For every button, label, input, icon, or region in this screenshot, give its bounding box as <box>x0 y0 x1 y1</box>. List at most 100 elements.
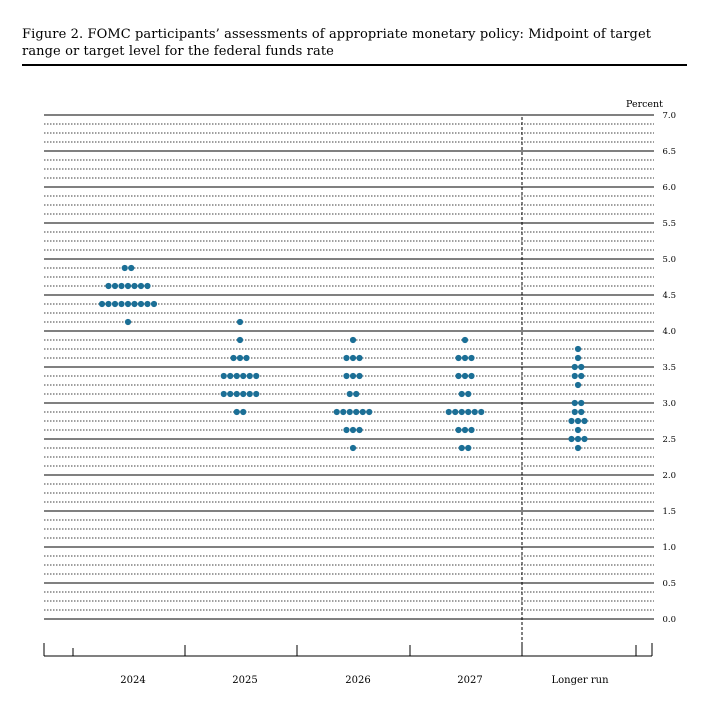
dot-2026 <box>340 408 347 416</box>
dot-longer-run <box>574 345 582 353</box>
dot-2025 <box>253 390 260 398</box>
y-tick-label: 0.5 <box>662 579 676 589</box>
y-tick-label: 1.5 <box>662 507 676 517</box>
dot-2024 <box>137 282 145 290</box>
dot-2026 <box>349 426 357 434</box>
y-tick-label: 3.0 <box>662 399 676 409</box>
dot-2026 <box>333 408 340 416</box>
dot-2026 <box>346 390 353 398</box>
dot-2025 <box>220 372 227 380</box>
dot-2024 <box>98 300 106 308</box>
dot-2025 <box>240 408 247 416</box>
dot-longer-run <box>574 444 582 452</box>
y-tick-label: 6.0 <box>662 183 676 193</box>
dot-2024 <box>137 300 145 308</box>
dot-2024 <box>118 282 125 290</box>
dot-2026 <box>353 390 360 398</box>
dot-2026 <box>366 408 373 416</box>
y-axis-unit-label: Percent <box>626 99 663 110</box>
dot-2026 <box>349 444 357 452</box>
dot-2024 <box>131 300 138 308</box>
dot-2027 <box>465 408 472 416</box>
dot-2024 <box>144 282 151 290</box>
dot-2027 <box>478 408 485 416</box>
dot-2027 <box>452 408 459 416</box>
dot-longer-run <box>571 399 578 407</box>
dot-longer-run <box>568 417 575 425</box>
title-rule <box>22 64 687 66</box>
dot-2025 <box>240 372 247 380</box>
x-category-label: Longer run <box>551 675 609 686</box>
y-tick-label: 4.0 <box>662 327 676 337</box>
dot-2027 <box>461 372 469 380</box>
dot-2024 <box>118 300 125 308</box>
dot-longer-run <box>568 435 575 443</box>
dot-2024 <box>111 300 119 308</box>
dot-2025 <box>236 336 244 344</box>
dot-2025 <box>230 354 237 362</box>
dot-longer-run <box>578 399 585 407</box>
dot-2024 <box>128 264 135 272</box>
dot-2024 <box>121 264 128 272</box>
dot-longer-run <box>571 408 578 416</box>
dots-layer <box>98 264 588 452</box>
dot-longer-run <box>574 381 582 389</box>
dot-2027 <box>465 444 472 452</box>
dot-2025 <box>246 390 253 398</box>
dot-2025 <box>236 354 244 362</box>
dot-2025 <box>233 390 240 398</box>
dot-2025 <box>227 372 234 380</box>
dot-2025 <box>236 318 244 326</box>
dot-2025 <box>220 390 227 398</box>
dot-2027 <box>468 372 475 380</box>
dot-2025 <box>227 390 234 398</box>
dot-2026 <box>343 426 350 434</box>
dot-2026 <box>349 354 357 362</box>
dot-2027 <box>458 408 465 416</box>
y-tick-label: 2.5 <box>662 435 676 445</box>
dot-2024 <box>124 318 132 326</box>
dot-2026 <box>343 354 350 362</box>
dot-2026 <box>349 336 357 344</box>
dot-2025 <box>253 372 260 380</box>
dot-2024 <box>124 282 132 290</box>
y-tick-label: 3.5 <box>662 363 676 373</box>
dot-2026 <box>353 408 360 416</box>
dot-2026 <box>349 372 357 380</box>
dot-2026 <box>343 372 350 380</box>
x-category-label: 2024 <box>120 675 145 686</box>
dot-longer-run <box>578 372 585 380</box>
axes: 0.0 0.5 1.0 1.5 2.0 2.5 3.0 3.5 4.0 4.5 5.0 5.5 6.0 6… <box>43 111 676 686</box>
dot-2024 <box>150 300 158 308</box>
y-tick-label: 2.0 <box>662 471 676 481</box>
x-category-label: 2025 <box>232 675 257 686</box>
dot-2027 <box>455 426 462 434</box>
dot-longer-run <box>574 435 582 443</box>
dot-2024 <box>105 300 112 308</box>
dot-2027 <box>461 426 469 434</box>
dot-longer-run <box>581 417 588 425</box>
dot-2027 <box>461 354 469 362</box>
dot-2025 <box>243 354 250 362</box>
y-tick-label: 4.5 <box>662 291 676 301</box>
dot-longer-run <box>578 408 585 416</box>
dot-longer-run <box>574 417 582 425</box>
x-category-label: 2027 <box>457 675 482 686</box>
dot-2024 <box>124 300 132 308</box>
dot-2025 <box>240 390 247 398</box>
dot-2025 <box>233 372 240 380</box>
figure-title: Figure 2. FOMC participants’ assessments… <box>22 27 652 59</box>
y-tick-label: 0.0 <box>662 615 676 625</box>
dot-2024 <box>111 282 119 290</box>
dot-longer-run <box>581 435 588 443</box>
dot-2026 <box>356 354 363 362</box>
x-category-label: 2026 <box>345 675 370 686</box>
dot-2027 <box>468 426 475 434</box>
dot-2024 <box>131 282 138 290</box>
dot-2027 <box>461 336 469 344</box>
dot-2027 <box>455 372 462 380</box>
dot-2027 <box>458 444 465 452</box>
dot-2027 <box>468 354 475 362</box>
y-tick-label: 5.0 <box>662 255 676 265</box>
dot-longer-run <box>571 372 578 380</box>
